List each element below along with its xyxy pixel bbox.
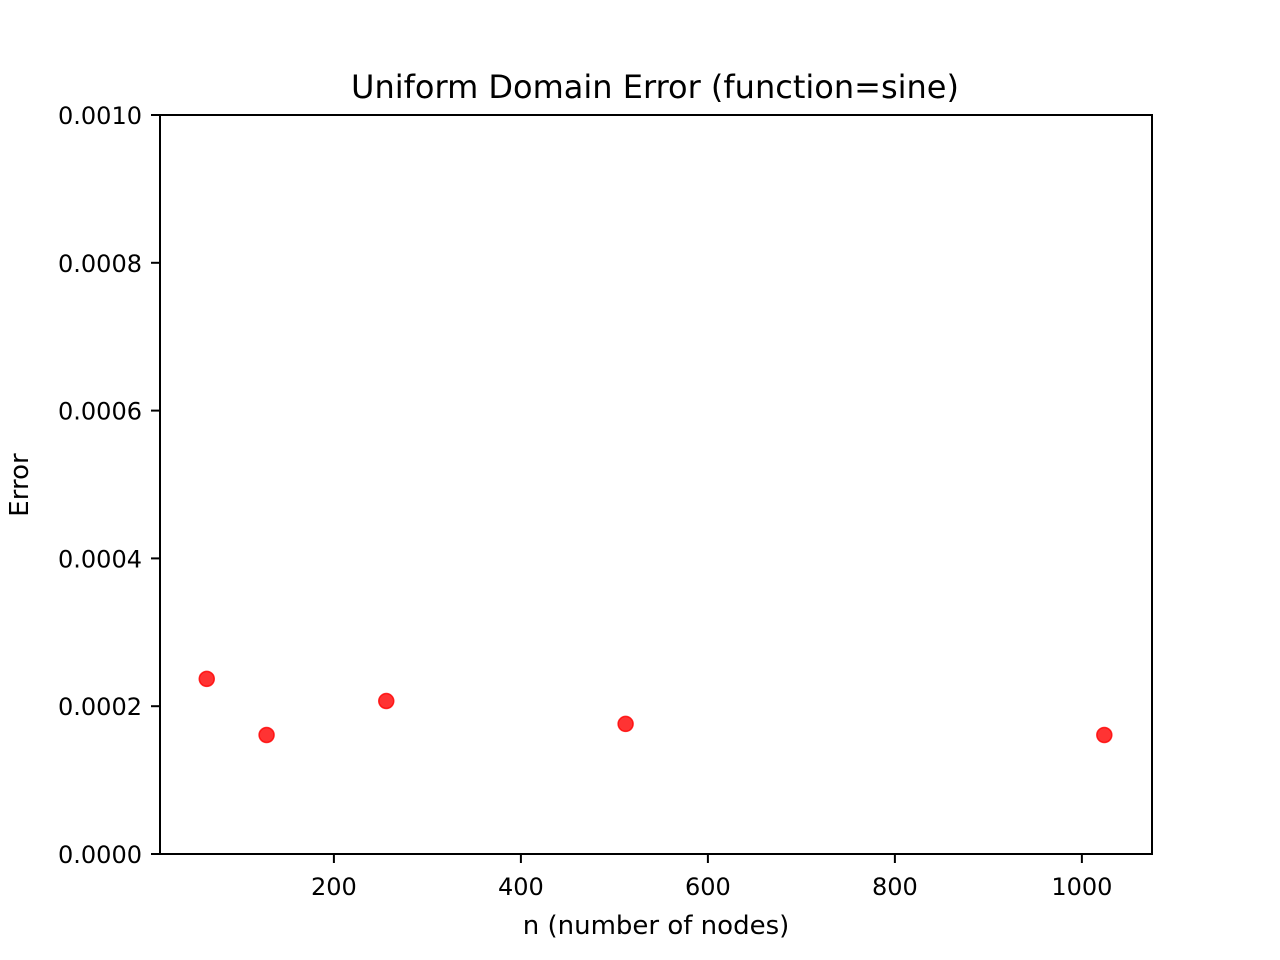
x-tick-label: 400 — [498, 873, 544, 901]
y-tick-label: 0.0010 — [58, 102, 142, 130]
x-axis-ticks: 200 400 600 800 1000 — [311, 854, 1112, 901]
data-point — [378, 692, 395, 710]
y-axis-ticks: 0.0000 0.0002 0.0004 0.0006 0.0008 0.0010 — [58, 102, 160, 869]
data-points — [198, 670, 1113, 744]
x-axis-label: n (number of nodes) — [523, 911, 790, 941]
data-point — [258, 726, 275, 744]
data-point — [198, 670, 215, 688]
y-tick-label: 0.0002 — [58, 693, 142, 721]
y-tick-label: 0.0008 — [58, 250, 142, 278]
plot-frame — [159, 114, 1153, 855]
y-axis-label: Error — [5, 453, 35, 517]
x-tick-label: 1000 — [1051, 873, 1112, 901]
y-tick-label: 0.0000 — [58, 841, 142, 869]
x-tick-label: 800 — [872, 873, 918, 901]
y-tick-label: 0.0006 — [58, 398, 142, 426]
data-point — [617, 715, 634, 733]
y-tick-label: 0.0004 — [58, 545, 142, 573]
x-tick-label: 600 — [685, 873, 731, 901]
x-tick-label: 200 — [311, 873, 357, 901]
chart-title: Uniform Domain Error (function=sine) — [351, 68, 959, 106]
data-point — [1096, 726, 1113, 744]
